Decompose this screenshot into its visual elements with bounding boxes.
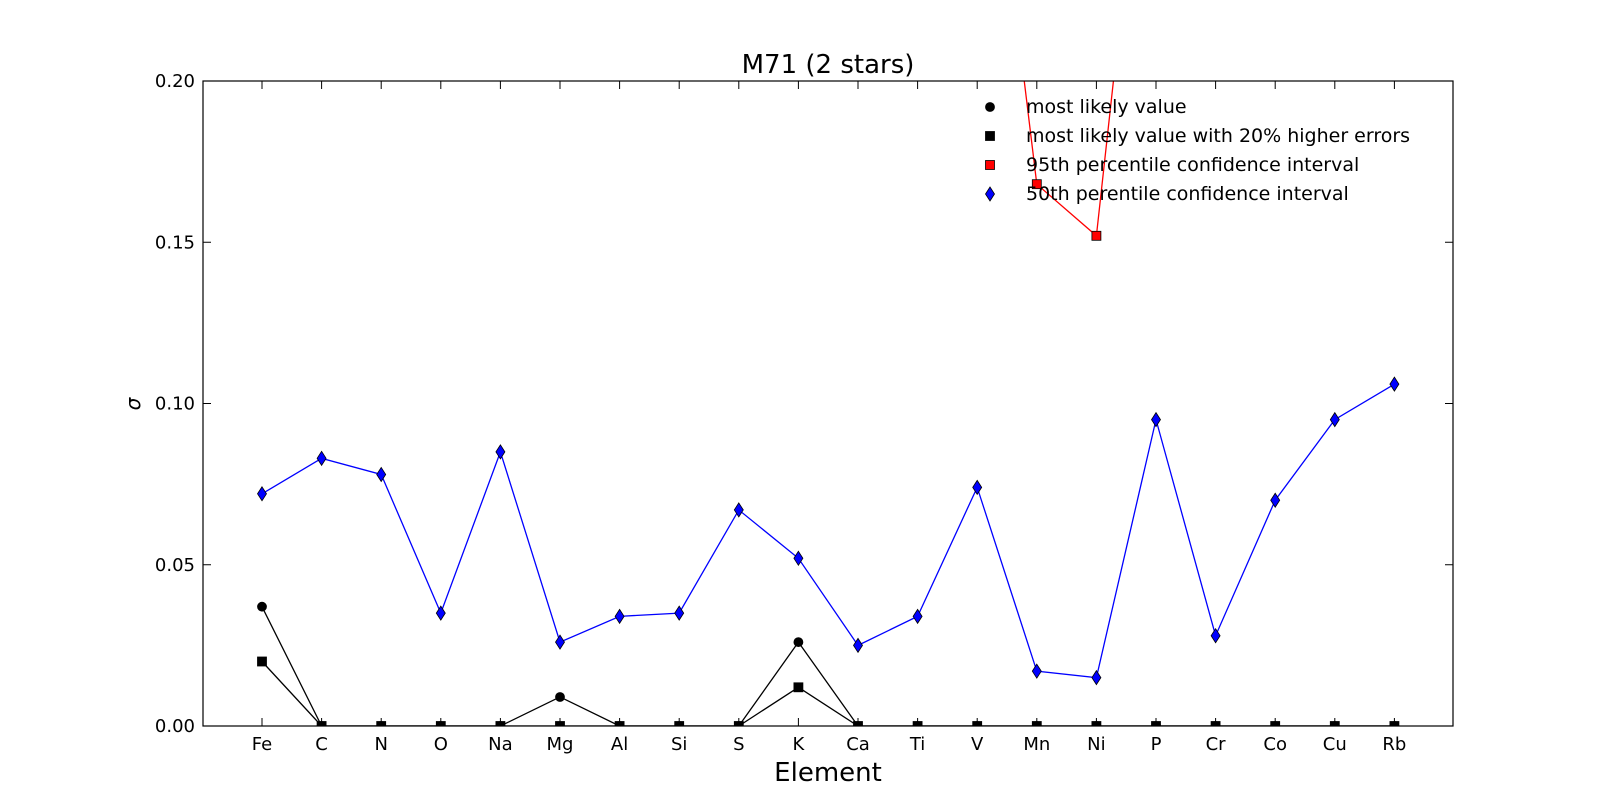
data-point <box>614 608 625 625</box>
x-tick-label: Rb <box>1382 734 1406 755</box>
x-tick-label: Ca <box>846 734 870 755</box>
x-tick-label: Ni <box>1087 734 1105 755</box>
y-tick-label: 0.10 <box>155 394 195 415</box>
chart-title: M71 (2 stars) <box>742 50 915 80</box>
legend-label: most likely value <box>1026 96 1187 118</box>
data-point <box>495 444 506 460</box>
y-tick-label: 0.20 <box>155 71 195 92</box>
legend-marker <box>985 186 995 202</box>
data-point <box>1031 179 1042 190</box>
plot-background <box>203 81 1453 726</box>
data-point <box>674 605 685 621</box>
x-tick-label: C <box>315 734 328 755</box>
data-point <box>1091 230 1102 241</box>
data-point <box>555 692 565 702</box>
x-tick-label: Co <box>1263 734 1287 755</box>
series-line <box>261 606 1395 726</box>
x-tick-label: V <box>971 734 984 755</box>
data-point <box>1031 663 1042 679</box>
x-tick-label: O <box>434 734 448 755</box>
series-line <box>1023 81 1115 238</box>
series-3 <box>257 376 1400 686</box>
legend-marker <box>985 102 995 112</box>
data-point <box>316 450 327 467</box>
y-axis-label: σ <box>121 396 145 410</box>
data-point <box>1389 376 1400 392</box>
y-tick-label: 0.00 <box>155 716 195 737</box>
x-tick-label: P <box>1151 734 1162 755</box>
x-tick-label: Al <box>611 734 628 755</box>
data-point <box>257 486 267 502</box>
data-point <box>793 550 804 567</box>
data-point <box>853 637 863 654</box>
x-tick-label: Fe <box>252 734 272 755</box>
data-point <box>1210 627 1221 644</box>
y-tick-label: 0.15 <box>155 232 195 253</box>
data-point <box>376 466 387 483</box>
x-tick-label: K <box>792 734 805 755</box>
x-tick-label: Cu <box>1323 734 1347 755</box>
data-point <box>555 634 565 650</box>
x-tick-label: Ti <box>909 734 925 755</box>
series-line <box>261 661 1395 726</box>
data-point <box>1270 492 1281 508</box>
legend-label: most likely value with 20% higher errors <box>1026 125 1410 147</box>
x-tick-label: Na <box>488 734 513 755</box>
data-point <box>912 608 923 625</box>
legend-label: 50th perentile confidence interval <box>1026 183 1349 205</box>
data-point <box>257 601 267 612</box>
legend: most likely value most likely value with … <box>985 96 1410 205</box>
data-point <box>793 637 804 648</box>
data-point <box>972 479 983 496</box>
data-point <box>793 682 804 693</box>
x-tick-label: Mg <box>547 734 574 755</box>
legend-marker <box>985 160 995 170</box>
legend-marker <box>985 131 995 141</box>
data-point <box>733 502 744 518</box>
x-tick-label: Cr <box>1206 734 1227 755</box>
series-line <box>261 383 1395 679</box>
axis-layer: 0.00 0.05 0.10 0.15 0.20 Fe C N O Na Mg Al Si S K Ca Ti V… <box>155 71 1453 755</box>
data-point <box>1091 669 1102 686</box>
data-point <box>257 656 267 667</box>
data-point <box>1329 411 1340 428</box>
x-axis-label: Element <box>774 758 882 788</box>
x-tick-label: Si <box>671 734 687 755</box>
y-tick-label: 0.05 <box>155 555 195 576</box>
data-point <box>435 605 446 621</box>
x-tick-label: S <box>733 734 744 755</box>
x-tick-label: Mn <box>1023 734 1050 755</box>
legend-label: 95th percentile confidence interval <box>1026 154 1359 176</box>
x-tick-label: N <box>374 734 387 755</box>
data-point <box>1151 411 1161 428</box>
series-2 <box>1023 81 1115 241</box>
